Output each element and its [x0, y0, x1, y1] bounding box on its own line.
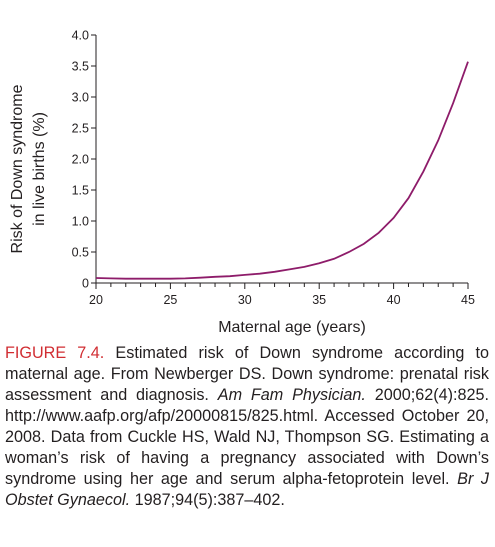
- figure-caption: FIGURE 7.4. Estimated risk of Down syndr…: [5, 343, 489, 511]
- y-tick-label: 1.5: [72, 184, 89, 198]
- x-tick-label: 25: [163, 293, 177, 307]
- x-axis: 20 25 30 35 40 45: [89, 283, 475, 307]
- x-axis-label: Maternal age (years): [218, 319, 366, 336]
- y-tick-label: 0: [82, 277, 89, 291]
- risk-chart: Risk of Down syndrome in live births (%) …: [9, 29, 475, 337]
- y-axis-label-line: in live births (%): [31, 112, 48, 226]
- x-tick-label: 40: [387, 293, 401, 307]
- x-tick-label: 45: [461, 293, 475, 307]
- caption-text: 2000;62(4):825. http://www.aafp.org/afp/…: [5, 386, 489, 488]
- risk-curve-line: [95, 61, 469, 280]
- caption-journal: Am Fam Physician.: [217, 386, 366, 404]
- y-tick-label: 2.0: [72, 153, 89, 167]
- caption-text: Estimated risk of Down syndrome accordin…: [5, 344, 490, 404]
- y-tick-label: 4.0: [72, 29, 89, 43]
- y-tick-label: 0.5: [72, 246, 89, 260]
- y-axis-label-line: Risk of Down syndrome: [9, 84, 26, 253]
- x-tick-label: 20: [89, 293, 103, 307]
- y-tick-label: 2.5: [72, 122, 89, 136]
- x-tick-label: 35: [312, 293, 326, 307]
- y-tick-label: 3.0: [72, 91, 89, 105]
- x-tick-label: 30: [238, 293, 252, 307]
- caption-journal: Br J Obstet Gynaecol.: [5, 470, 490, 509]
- y-tick-label: 1.0: [72, 215, 89, 229]
- y-tick-label: 3.5: [72, 60, 89, 74]
- figure-label: FIGURE 7.4.: [5, 344, 105, 362]
- plot-area: [95, 35, 468, 284]
- caption-text: 1987;94(5):387–402.: [130, 491, 285, 509]
- y-axis-label: Risk of Down syndrome in live births (%): [9, 84, 48, 253]
- y-axis: 0 0.5 1.0 1.5 2.0 2.5 3.0 3.5 4.0: [72, 29, 96, 291]
